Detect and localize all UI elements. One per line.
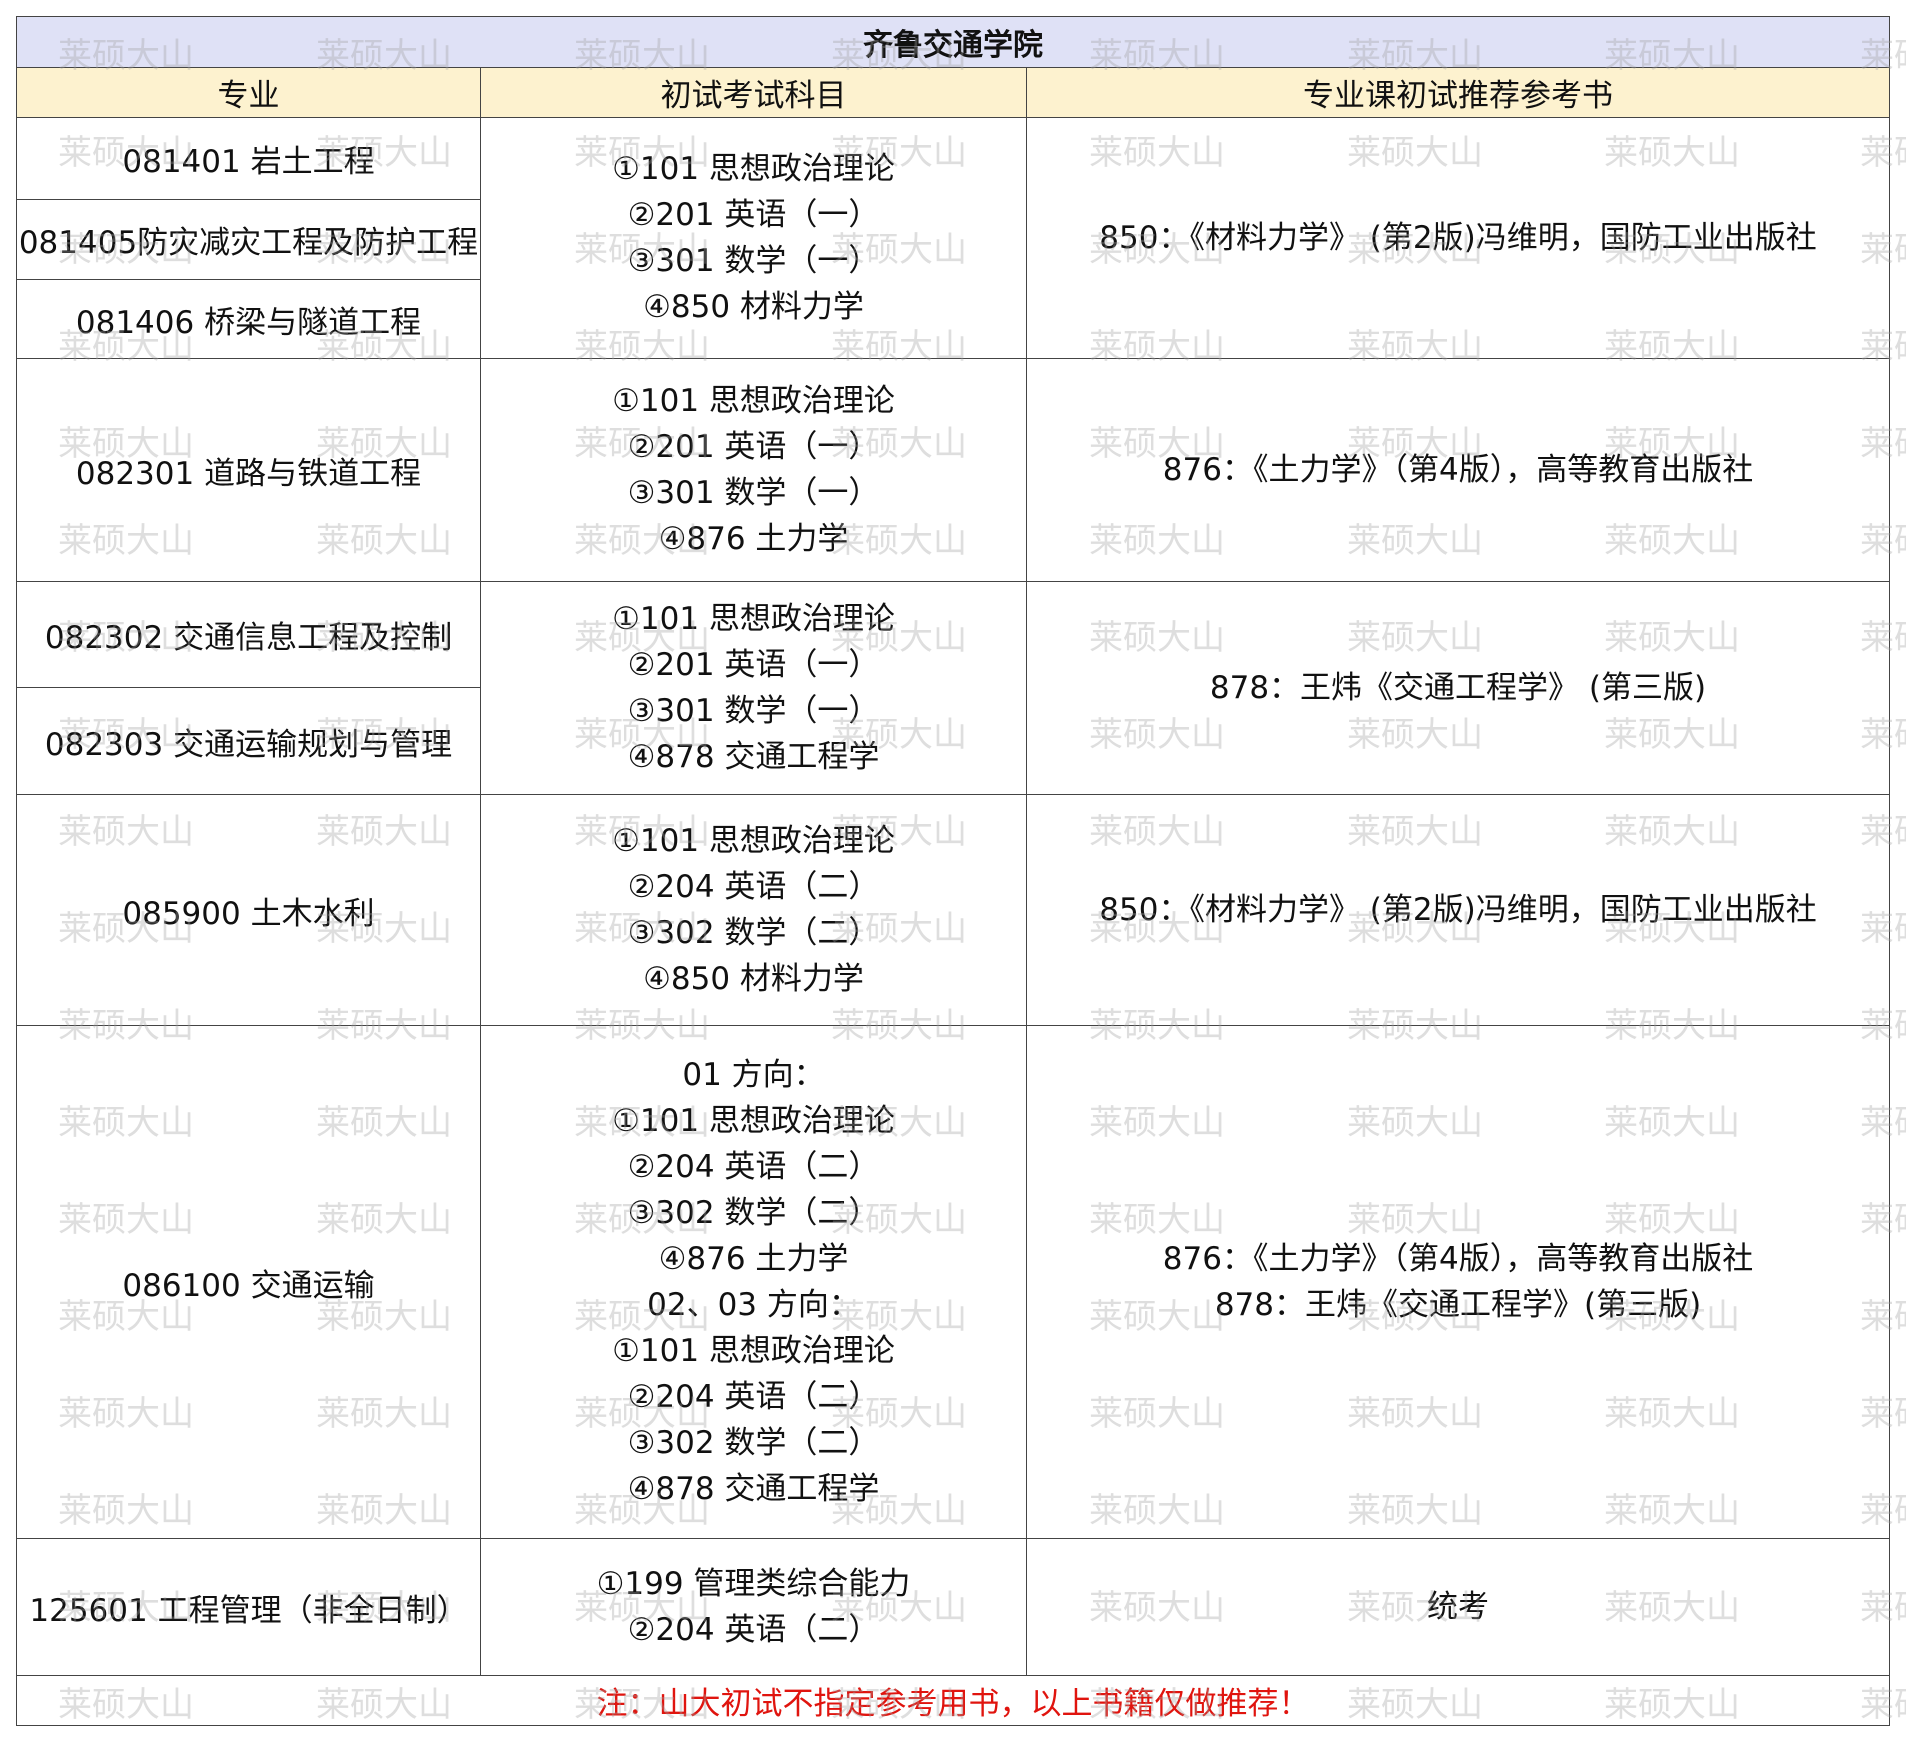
row: 081405防灾减灾工程及防护工程 [16, 199, 1890, 280]
books-cell: 876：《土力学》（第4版），高等教育出版社 [1026, 358, 1890, 582]
subject: ①101 思想政治理论 [612, 601, 895, 637]
subject: ②204 英语（二） [627, 1149, 880, 1185]
book: 850：《材料力学》 (第2版)冯维明，国防工业出版社 [1099, 892, 1817, 928]
subjects-cell: 01 方向： ①101 思想政治理论 ②204 英语（二） ③302 数学（二） ④87… [480, 1025, 1027, 1539]
major: 082303 交通运输规划与管理 [16, 687, 481, 795]
header-cell: 初试考试科目 [480, 67, 1027, 118]
subjects-cell: ①101 思想政治理论 ②201 英语（一） ③301 数学（一） ④876 土力学 [480, 358, 1027, 582]
books-cell: 878：王炜《交通工程学》 (第三版) [1026, 581, 1890, 795]
book: 876：《土力学》（第4版），高等教育出版社 [1162, 452, 1754, 488]
book: 850：《材料力学》 (第2版)冯维明，国防工业出版社 [1099, 220, 1817, 256]
major: 082302 交通信息工程及控制 [16, 581, 481, 688]
major: 086100 交通运输 [16, 1025, 481, 1539]
row: 082301 道路与铁道工程 ①101 思想政治理论 ②201 英语（一） ③301 … [16, 358, 1890, 582]
header-row: 专业 初试考试科目 专业课初试推荐参考书 [16, 67, 1890, 118]
major: 082301 道路与铁道工程 [16, 358, 481, 582]
note: 注：山大初试不指定参考用书，以上书籍仅做推荐！ [16, 1675, 1890, 1726]
subject: 02、03 方向： [647, 1287, 860, 1323]
major: 081401 岩土工程 [16, 117, 481, 200]
title: 齐鲁交通学院 [16, 16, 1890, 68]
subject: ①101 思想政治理论 [612, 1333, 895, 1369]
subject: ④850 材料力学 [643, 961, 864, 997]
subject: ②201 英语（一） [627, 429, 880, 465]
subject: ①101 思想政治理论 [612, 1103, 895, 1139]
header-cell: 专业课初试推荐参考书 [1026, 67, 1890, 118]
subject: ①101 思想政治理论 [612, 383, 895, 419]
row: 082302 交通信息工程及控制 ①101 思想政治理论 ②201 英语（一） ③30… [16, 581, 1890, 795]
subject: ④878 交通工程学 [627, 739, 880, 775]
major: 085900 土木水利 [16, 794, 481, 1026]
books-cell: 850：《材料力学》 (第2版)冯维明，国防工业出版社 [1026, 794, 1890, 1026]
row: 082303 交通运输规划与管理 [16, 687, 1890, 795]
header-cell: 专业 [16, 67, 481, 118]
books-cell: 876：《土力学》（第4版），高等教育出版社 878：王炜《交通工程学》(第三版) [1026, 1025, 1890, 1539]
subject: ①101 思想政治理论 [612, 823, 895, 859]
subject: ①101 思想政治理论 [612, 151, 895, 187]
subject: ②201 英语（一） [627, 647, 880, 683]
subject: ③302 数学（二） [627, 1425, 880, 1461]
subject: ②204 英语（二） [627, 1612, 880, 1648]
subject: ②204 英语（二） [627, 1379, 880, 1415]
subject: ③301 数学（一） [627, 243, 880, 279]
subject: ③301 数学（一） [627, 475, 880, 511]
note-row: 注：山大初试不指定参考用书，以上书籍仅做推荐！ [16, 1675, 1890, 1726]
book: 878：王炜《交通工程学》(第三版) [1214, 1287, 1702, 1323]
subject: 01 方向： [682, 1057, 825, 1093]
subject: ①199 管理类综合能力 [596, 1566, 911, 1602]
major: 081405防灾减灾工程及防护工程 [16, 199, 481, 280]
subject: ③301 数学（一） [627, 693, 880, 729]
subject: ④878 交通工程学 [627, 1471, 880, 1507]
subject: ②201 英语（一） [627, 197, 880, 233]
row: 081401 岩土工程 ①101 思想政治理论 ②201 英语（一） ③301 数学（… [16, 117, 1890, 359]
book: 876：《土力学》（第4版），高等教育出版社 [1162, 1241, 1754, 1277]
subjects-cell: ①101 思想政治理论 ②201 英语（一） ③301 数学（一） ④878 交通工程… [480, 581, 1027, 795]
subject: ②204 英语（二） [627, 869, 880, 905]
subjects-cell: ①101 思想政治理论 ②204 英语（二） ③302 数学（二） ④850 材料力学 [480, 794, 1027, 1026]
subject: ④876 土力学 [658, 1241, 849, 1277]
subject: ③302 数学（二） [627, 1195, 880, 1231]
book: 878：王炜《交通工程学》 (第三版) [1209, 670, 1707, 706]
major: 125601 工程管理（非全日制） [16, 1538, 481, 1676]
subject: ④876 土力学 [658, 521, 849, 557]
subjects-cell: ①101 思想政治理论 ②201 英语（一） ③301 数学（一） ④850 材料力学 [480, 117, 1027, 359]
row: 086100 交通运输 01 方向： ①101 思想政治理论 ②204 英语（二） ③3… [16, 1025, 1890, 1539]
title-row: 齐鲁交通学院 [16, 16, 1890, 68]
table: 齐鲁交通学院 专业 初试考试科目 专业课初试推荐参考书 081401 岩土工程 ①101… [16, 16, 1890, 1726]
row: 125601 工程管理（非全日制） ①199 管理类综合能力 ②204 英语（二） 统… [16, 1538, 1890, 1676]
books-cell: 统考 [1026, 1538, 1890, 1676]
books-cell: 850：《材料力学》 (第2版)冯维明，国防工业出版社 [1026, 117, 1890, 359]
major: 081406 桥梁与隧道工程 [16, 279, 481, 359]
subject: ③302 数学（二） [627, 915, 880, 951]
book: 统考 [1427, 1589, 1489, 1625]
table-body: 齐鲁交通学院 专业 初试考试科目 专业课初试推荐参考书 081401 岩土工程 ①101… [16, 16, 1890, 1726]
subject: ④850 材料力学 [643, 289, 864, 325]
subjects-cell: ①199 管理类综合能力 ②204 英语（二） [480, 1538, 1027, 1676]
row: 081406 桥梁与隧道工程 [16, 279, 1890, 359]
row: 085900 土木水利 ①101 思想政治理论 ②204 英语（二） ③302 数学（… [16, 794, 1890, 1026]
